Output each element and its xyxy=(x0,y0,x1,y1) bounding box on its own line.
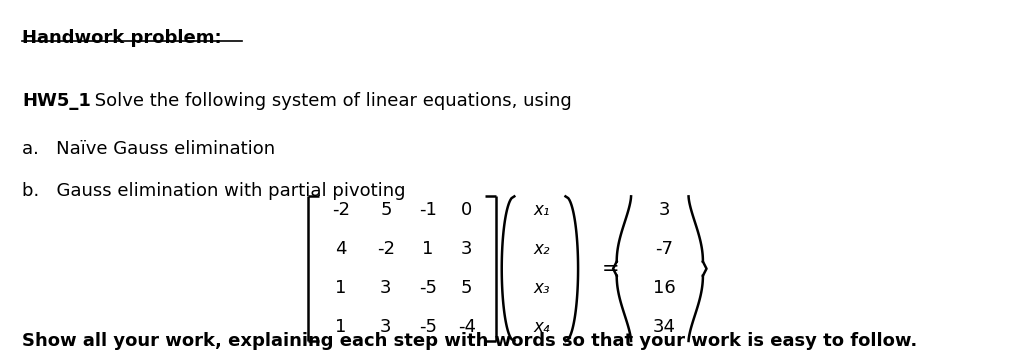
Text: 5: 5 xyxy=(461,279,472,297)
Text: Show all your work, explaining each step with words so that your work is easy to: Show all your work, explaining each step… xyxy=(23,332,918,350)
Text: -4: -4 xyxy=(458,318,476,336)
Text: HW5_1: HW5_1 xyxy=(23,92,91,110)
Text: x₄: x₄ xyxy=(534,318,550,336)
Text: 16: 16 xyxy=(653,279,676,297)
Text: -2: -2 xyxy=(332,201,350,219)
Text: =: = xyxy=(602,259,620,279)
Text: x₃: x₃ xyxy=(534,279,550,297)
Text: 3: 3 xyxy=(380,318,391,336)
Text: -5: -5 xyxy=(419,318,437,336)
Text: -7: -7 xyxy=(655,240,674,258)
Text: 1: 1 xyxy=(423,240,434,258)
Text: 34: 34 xyxy=(653,318,676,336)
Text: Solve the following system of linear equations, using: Solve the following system of linear equ… xyxy=(89,92,572,110)
Text: 4: 4 xyxy=(335,240,347,258)
Text: x₂: x₂ xyxy=(534,240,550,258)
Text: b.   Gauss elimination with partial pivoting: b. Gauss elimination with partial pivoti… xyxy=(23,182,406,200)
Text: -1: -1 xyxy=(419,201,437,219)
Text: 1: 1 xyxy=(335,318,347,336)
Text: 3: 3 xyxy=(461,240,472,258)
Text: -5: -5 xyxy=(419,279,437,297)
Text: 3: 3 xyxy=(380,279,391,297)
Text: 0: 0 xyxy=(461,201,472,219)
Text: 5: 5 xyxy=(380,201,391,219)
Text: 1: 1 xyxy=(335,279,347,297)
Text: x₁: x₁ xyxy=(534,201,550,219)
Text: Handwork problem:: Handwork problem: xyxy=(23,29,222,47)
Text: 3: 3 xyxy=(658,201,670,219)
Text: -2: -2 xyxy=(377,240,395,258)
Text: a.   Naïve Gauss elimination: a. Naïve Gauss elimination xyxy=(23,140,275,158)
